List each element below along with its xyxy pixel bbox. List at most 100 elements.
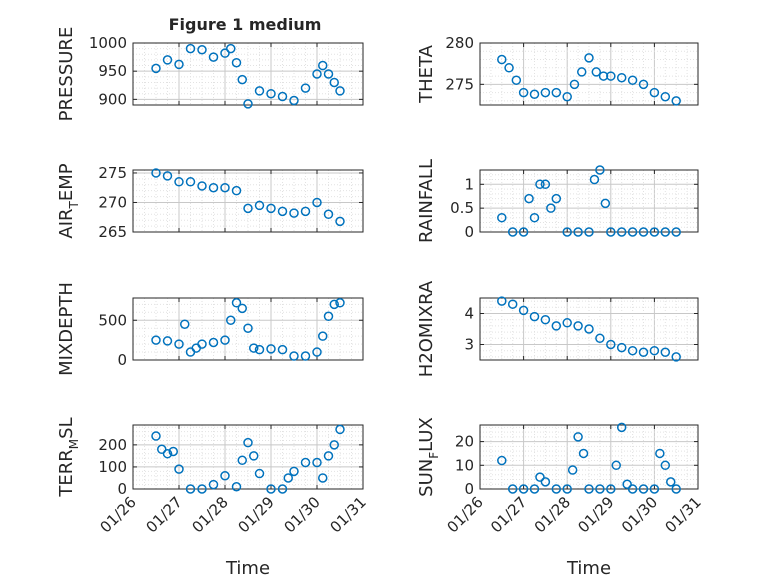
data-point [289,351,299,361]
data-point [616,72,627,83]
data-point [627,345,638,356]
y-tick-label: 20 [455,433,474,451]
data-point [266,88,276,99]
data-point [266,344,276,354]
data-point [529,311,540,322]
data-point [220,471,230,481]
data-point [323,209,334,220]
data-point [573,432,583,442]
data-point [312,347,322,357]
data-point [249,451,259,461]
y-axis-label: TERRMSL [56,417,81,497]
data-point [616,422,627,433]
data-point [208,182,219,193]
y-axis-label: PRESSURE [56,27,77,122]
data-point [660,347,671,357]
y-axis-label-main: SUN [416,459,437,497]
y-axis-label: MIXDEPTH [56,282,77,376]
data-point [231,57,242,68]
data-point [174,464,184,474]
data-point [174,339,184,349]
y-tick-label: 275 [445,75,474,93]
data-point [162,336,173,346]
y-axis-label-main: AIR [56,208,77,238]
data-point [535,472,545,482]
y-tick-label: 280 [445,34,474,52]
axes-box [479,297,699,361]
data-point [595,333,605,344]
data-point [168,446,178,457]
data-point [300,457,311,468]
data-point [660,227,671,237]
data-point [323,311,334,322]
y-tick-label: 950 [98,62,127,80]
y-tick-label: 500 [98,311,127,329]
data-point [507,484,518,494]
data-point [497,455,507,466]
data-point [174,177,184,187]
data-point [335,216,345,227]
data-point [616,227,627,237]
series-points [497,296,681,362]
data-point [231,298,242,308]
data-point [329,77,339,88]
data-point [660,460,671,471]
data-point [151,168,161,178]
data-point [312,69,322,79]
data-point [649,227,660,237]
data-point [606,339,616,350]
data-point [638,227,649,237]
subplot-h2omixra: 3 4 H2OMIXRA [416,280,699,377]
y-tick-label: 0 [464,223,474,241]
data-point [208,52,219,62]
data-point [151,63,161,74]
data-point [231,482,242,492]
y-axis-label: THETA [416,44,437,104]
data-point [638,484,649,494]
data-point [529,89,540,100]
series-points [151,168,345,227]
data-point [289,466,299,477]
data-point [551,87,562,98]
data-point [151,431,161,441]
data-point [638,79,649,90]
y-axis-label-main: H2OMIXRA [416,280,437,377]
data-point [540,87,551,98]
y-tick-label: 270 [98,193,127,211]
data-point [546,203,556,213]
y-tick-label: 265 [98,223,127,241]
data-point [518,87,529,98]
data-point [535,179,545,190]
data-point [524,193,534,204]
x-axis-label: Time [225,558,270,579]
data-point [655,448,665,459]
data-point [562,227,572,237]
series-points [151,424,345,494]
y-axis-label-tail: SL [56,417,77,438]
y-tick-label: 0 [117,351,127,369]
data-point [329,440,339,450]
data-point [237,74,247,85]
y-axis-label: AIRTEMP [56,163,81,238]
data-point [151,335,161,345]
data-point [243,323,253,333]
data-point [573,321,583,331]
subplot-pressure: 900 950 1000 PRESSURE [56,27,364,122]
data-point [226,43,236,54]
data-point [185,484,196,494]
data-point [185,177,196,187]
data-point [254,200,265,211]
data-point [518,305,529,316]
figure-title: Figure 1 medium [169,15,322,34]
data-point [584,227,594,237]
data-point [318,331,328,341]
data-point [243,99,253,109]
data-point [504,63,514,73]
data-point [551,193,562,204]
y-tick-label: 1000 [89,34,127,52]
data-point [606,484,616,494]
data-point [289,208,299,218]
data-point [220,182,230,193]
data-point [254,468,265,479]
